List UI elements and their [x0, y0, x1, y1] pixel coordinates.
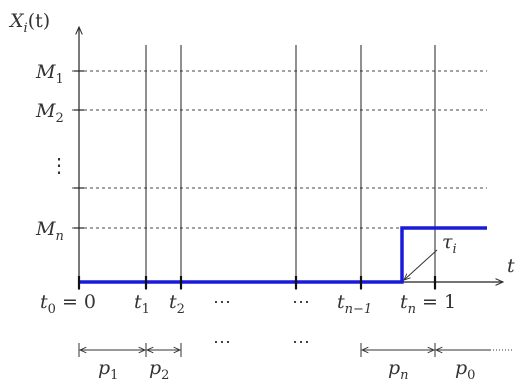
x-ticks	[77, 276, 437, 289]
level-gridlines	[72, 70, 487, 229]
time-label-t1: t1	[134, 291, 150, 317]
period-label-pn: pn	[388, 357, 409, 381]
y-axis-label: Xi(t)	[8, 10, 50, 36]
time-label-tn: tn = 1	[400, 291, 456, 317]
time-dots-right: ⋯	[292, 292, 310, 313]
time-label-t0: t0 = 0	[40, 291, 96, 317]
time-gridlines	[145, 45, 436, 290]
level-label-m1: M1	[35, 61, 64, 87]
process-path	[79, 226, 487, 284]
period-dots-left: ⋯	[213, 332, 231, 353]
level-vdots: ⋮	[49, 153, 69, 177]
period-markers	[78, 343, 512, 357]
period-label-p1: p1	[98, 357, 118, 381]
level-label-mn: Mn	[35, 218, 64, 244]
time-label-tn1: tn−1	[337, 291, 372, 317]
period-label-p0: p0	[455, 357, 475, 381]
tau-pointer-arrow	[404, 249, 438, 280]
period-label-p2: p2	[149, 357, 169, 381]
y-ticks	[74, 70, 84, 229]
period-dots-right: ⋯	[292, 332, 310, 353]
time-dots-left: ⋯	[213, 292, 231, 313]
x-axis-label: t	[507, 255, 515, 277]
tau-label: τi	[442, 231, 457, 257]
level-label-m2: M2	[35, 100, 64, 126]
time-label-t2: t2	[169, 291, 185, 317]
